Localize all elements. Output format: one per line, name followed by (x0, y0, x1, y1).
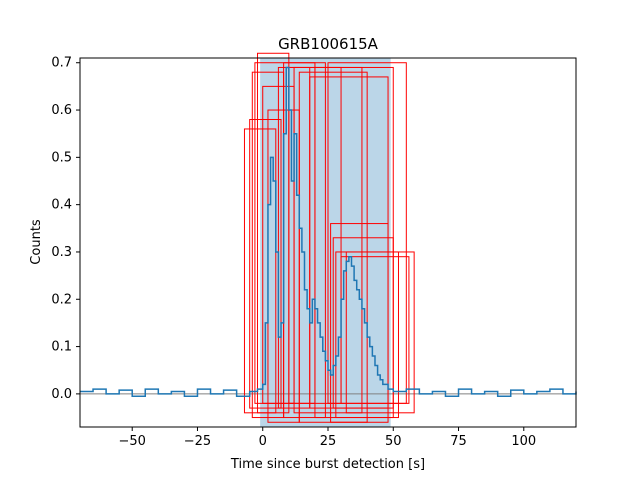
x-axis-label: Time since burst detection [s] (230, 457, 425, 472)
x-tick-label: −25 (184, 434, 211, 449)
x-tick-label: 75 (450, 434, 467, 449)
y-tick-label: 0.1 (51, 340, 72, 355)
y-tick-label: 0.7 (51, 56, 72, 71)
x-tick-label: 25 (320, 434, 337, 449)
y-tick-label: 0.6 (51, 103, 72, 118)
series-layer (80, 66, 577, 397)
y-tick-label: 0.2 (51, 292, 72, 307)
y-tick-label: 0.5 (51, 150, 72, 165)
boxes-layer (243, 52, 415, 423)
region-box (332, 237, 394, 409)
x-ticks: −50 −25 0 25 50 75 100 (118, 427, 536, 449)
y-tick-label: 0.4 (51, 198, 72, 213)
region-box (249, 119, 282, 409)
x-tick-label: 100 (511, 434, 536, 449)
y-tick-label: 0.0 (51, 387, 72, 402)
chart-title: GRB100615A (278, 35, 379, 53)
y-ticks: 0.0 0.1 0.2 0.3 0.4 0.5 0.6 0.7 (51, 56, 80, 402)
lightcurve-line (80, 66, 577, 397)
y-tick-label: 0.3 (51, 245, 72, 260)
x-tick-label: 0 (259, 434, 267, 449)
x-tick-label: 50 (385, 434, 402, 449)
y-axis-label: Counts (29, 219, 44, 265)
region-box (345, 251, 415, 414)
region-box (330, 223, 389, 423)
x-tick-label: −50 (118, 434, 145, 449)
